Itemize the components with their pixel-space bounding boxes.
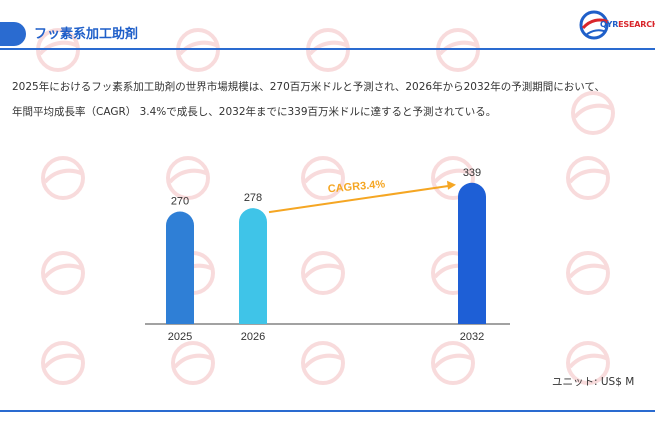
tick-label-2026: 2026 [241,331,265,343]
description-line-1: 2025年におけるフッ素系加工助剤の世界市場規模は、270百万米ドルと予測され、… [12,81,605,93]
cagr-annotation: CAGR3.4% [327,178,386,195]
logo-text-a: QYR [600,20,619,29]
cagr-arrow-head [447,180,456,190]
footer-divider [0,410,655,412]
header-divider [0,48,655,50]
value-label-2032: 339 [463,167,481,179]
description-line-2: 年間平均成長率（CAGR） 3.4%で成長し、2032年までに339百万米ドルに… [12,106,497,118]
chart-svg: 270 2025 278 2026 339 2032 CAGR3.4% [145,167,510,343]
bar-2032 [458,182,486,324]
logo-text: QYRESEARCH [600,20,655,29]
value-label-2025: 270 [171,196,189,208]
value-label-2026: 278 [244,192,262,204]
header-accent-tab [0,22,26,46]
bar-2025 [166,211,194,324]
bar-2026 [239,208,267,324]
page-title: フッ素系加工助剤 [34,27,139,42]
qyresearch-logo: QYRESEARCH [578,6,655,44]
cagr-arrow-line [268,184,451,214]
logo-text-b: ESEARCH [618,20,655,29]
globe-icon [579,10,609,40]
market-size-chart: 270 2025 278 2026 339 2032 CAGR3.4% [0,160,655,360]
tick-label-2032: 2032 [460,331,484,343]
unit-label: ユニット: US$ M [552,376,635,388]
tick-label-2025: 2025 [168,331,192,343]
header: フッ素系加工助剤 QYRESEARCH [0,0,655,50]
